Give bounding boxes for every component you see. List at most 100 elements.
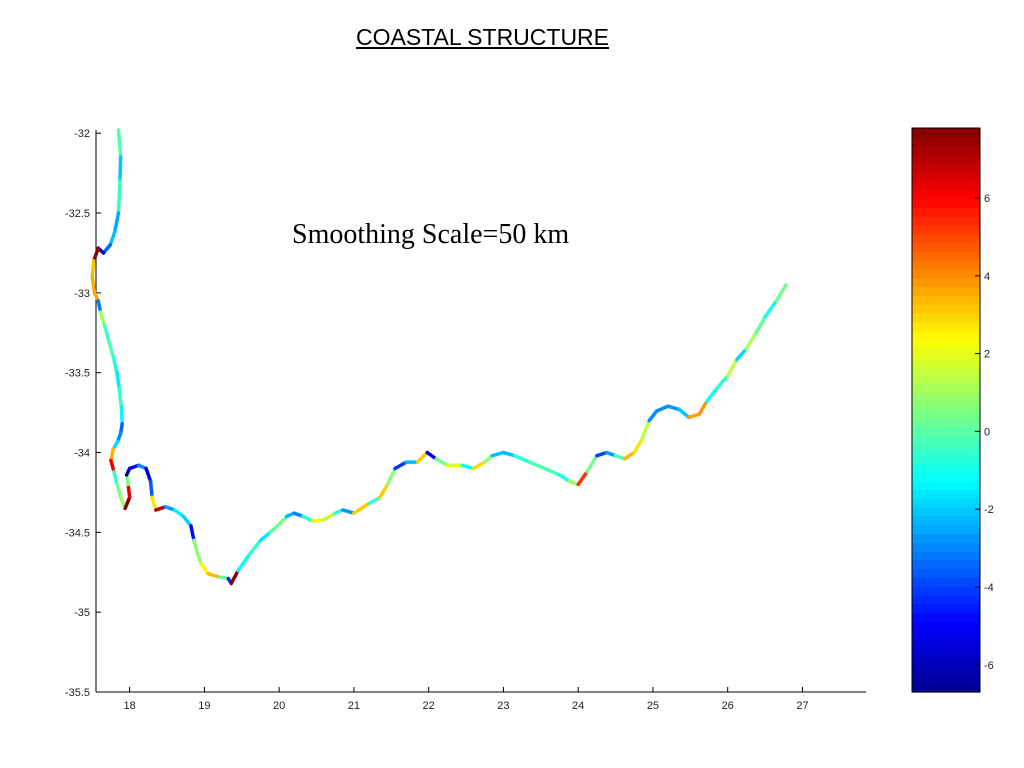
coastline-segment: [109, 458, 116, 474]
colorbar-band: [912, 392, 980, 402]
coastline-segment: [714, 374, 730, 391]
colorbar-band: [912, 515, 980, 526]
colorbar-band: [912, 251, 980, 261]
y-tick-label: -34: [74, 448, 90, 460]
coastline-segment: [236, 552, 252, 573]
colorbar-band: [912, 242, 980, 252]
coastline-segment: [340, 508, 356, 515]
coastline-segment: [322, 511, 337, 522]
y-tick-label: -34.5: [65, 527, 90, 539]
coastline-segment: [677, 407, 691, 420]
coastline-segment: [301, 514, 315, 523]
colorbar-band: [912, 418, 980, 429]
coastline-segment: [277, 514, 289, 527]
colorbar-band: [912, 145, 980, 156]
x-tick-label: 26: [722, 700, 734, 712]
coastline-segment: [434, 457, 450, 468]
coastline-segment: [501, 450, 517, 458]
coastline-segment: [119, 406, 124, 426]
coastline-segment: [763, 299, 779, 319]
colorbar-band: [912, 233, 980, 244]
colorbar-band: [912, 383, 980, 393]
colorbar-band: [912, 224, 980, 235]
coastline-segment: [542, 466, 562, 477]
coastline-segment: [247, 538, 263, 557]
colorbar-band: [912, 489, 980, 499]
coastline-segment: [697, 399, 709, 416]
x-tick-label: 25: [647, 700, 659, 712]
coastline-segment: [705, 386, 719, 404]
coastline-segment: [557, 473, 571, 483]
y-tick-label: -33.5: [65, 368, 90, 380]
colorbar-band: [912, 639, 980, 649]
colorbar-band: [912, 339, 980, 349]
coastline-segment: [425, 450, 438, 461]
coastline-segment: [385, 466, 397, 487]
coastline-segment: [367, 495, 382, 506]
colorbar-band: [912, 665, 980, 675]
coastline-segment: [512, 453, 532, 464]
colorbar-band: [912, 559, 980, 570]
colorbar-band: [912, 401, 980, 411]
colorbar-band: [912, 436, 980, 446]
coastline-segment: [126, 482, 132, 499]
y-tick-label: -35.5: [65, 687, 90, 699]
x-tick-label: 18: [124, 700, 136, 712]
coastline-segment: [181, 514, 193, 528]
coastline-segment: [654, 404, 670, 413]
coastline-segment: [102, 323, 111, 343]
colorbar-band: [912, 674, 980, 684]
coastline-segment: [622, 450, 637, 461]
colorbar-band: [912, 154, 980, 164]
colorbar-band: [912, 471, 980, 482]
colorbar-band: [912, 207, 980, 217]
coastline-segment: [199, 562, 210, 576]
colorbar-band: [912, 172, 980, 182]
colorbar-band: [912, 551, 980, 561]
colorbar-band: [912, 277, 980, 288]
coastline-segment: [118, 155, 123, 183]
coastline-segment: [115, 370, 121, 391]
coastline-segment: [106, 339, 115, 359]
coastline-segment: [116, 128, 123, 159]
colorbar-tick-label: -2: [984, 504, 994, 516]
colorbar-band: [912, 269, 980, 279]
coastline-segment: [96, 299, 103, 314]
colorbar-band: [912, 136, 980, 147]
coastline-segment: [172, 508, 186, 519]
colorbar-band: [912, 577, 980, 587]
colorbar-band: [912, 586, 980, 596]
colorbar-band: [912, 595, 980, 605]
coastline-segment: [109, 447, 115, 463]
coastline-segment: [112, 469, 119, 487]
colorbar-band: [912, 612, 980, 623]
colorbar-band: [912, 454, 980, 464]
coastline-segment: [415, 450, 429, 464]
axes: 18 19 20 21 22 23 24 25 26 27 -32 -32.5 -33 -33.5 -34 -…: [65, 128, 866, 712]
coastline-segment: [192, 538, 199, 554]
colorbar: 6 4 2 0 -2 -4 -6: [911, 127, 994, 693]
colorbar-band: [912, 260, 980, 270]
coastline-segment: [150, 495, 158, 512]
coastline-segment: [460, 463, 476, 471]
coastline-segment: [647, 409, 659, 423]
colorbar-band: [912, 128, 980, 138]
colorbar-band: [912, 295, 980, 305]
coastline-segment: [744, 331, 758, 351]
colorbar-band: [912, 304, 980, 314]
coastline-segment: [268, 522, 281, 535]
coastline-segment: [311, 517, 326, 523]
colorbar-tick-label: 6: [984, 193, 990, 205]
colorbar-band: [912, 216, 980, 226]
colorbar-band: [912, 621, 980, 631]
coastline-segment: [123, 495, 132, 511]
colorbar-band: [912, 427, 980, 438]
coastline-segment: [734, 346, 749, 362]
colorbar-band: [912, 198, 980, 208]
page-title: COASTAL STRUCTURE: [355, 24, 610, 50]
coastline-segment: [258, 530, 272, 543]
coastline-segment: [378, 482, 390, 499]
coastline-segment: [490, 450, 506, 458]
x-tick-label: 27: [796, 700, 808, 712]
coastline-segment: [116, 179, 122, 215]
